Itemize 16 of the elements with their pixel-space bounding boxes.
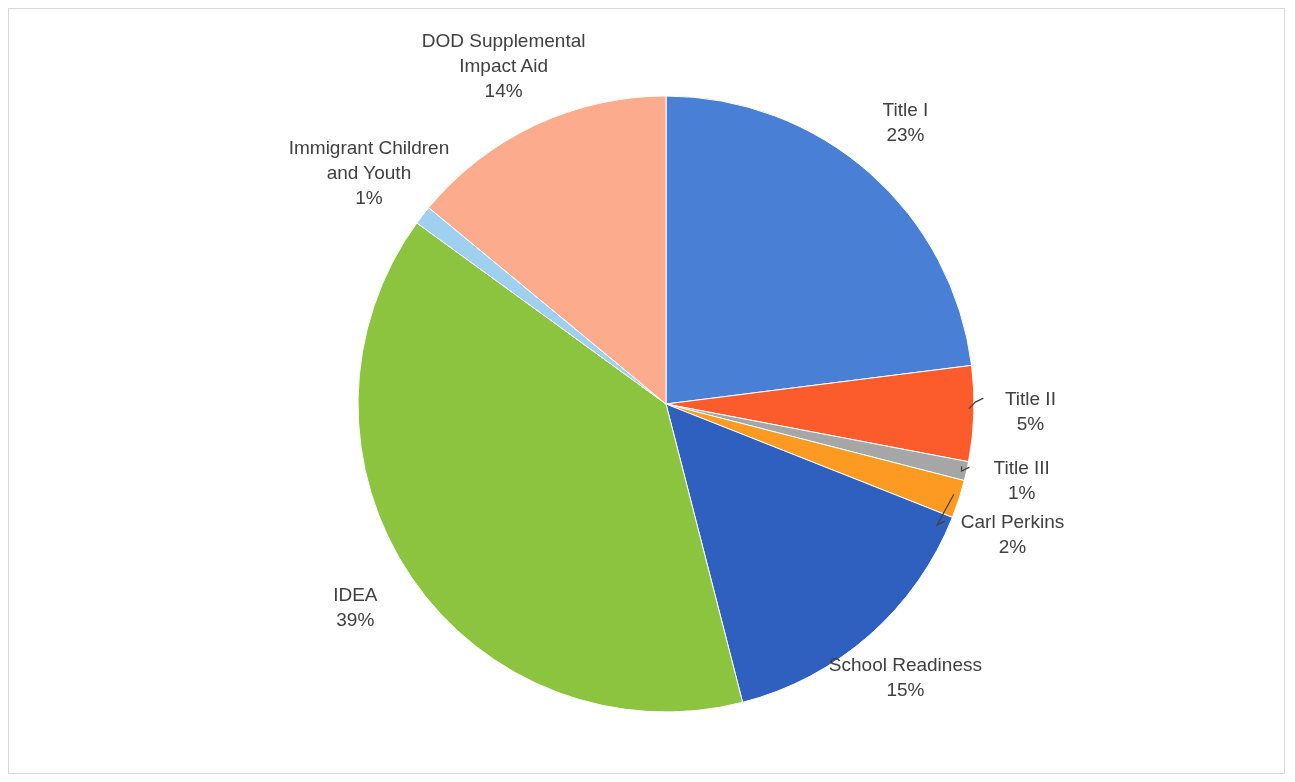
slice-label: DOD Supplemental Impact Aid bbox=[421, 29, 586, 76]
data-label: 5% bbox=[1016, 412, 1045, 434]
data-label: 1% bbox=[1007, 481, 1036, 503]
data-label: 14% bbox=[484, 79, 523, 101]
slice-label: Title I bbox=[882, 98, 929, 120]
data-label: 1% bbox=[355, 186, 383, 208]
slice-label: Title III bbox=[993, 456, 1050, 478]
slice-label: Carl Perkins bbox=[960, 510, 1065, 532]
slice-label: IDEA bbox=[333, 583, 378, 605]
data-label: 23% bbox=[886, 123, 925, 145]
slice-label: School Readiness bbox=[828, 653, 982, 675]
data-label: 2% bbox=[998, 535, 1027, 557]
slice-label: Immigrant Children and Youth bbox=[288, 136, 450, 183]
data-label: 15% bbox=[886, 678, 925, 700]
data-label: 39% bbox=[336, 608, 375, 630]
slice-label: Title II bbox=[1004, 387, 1056, 409]
